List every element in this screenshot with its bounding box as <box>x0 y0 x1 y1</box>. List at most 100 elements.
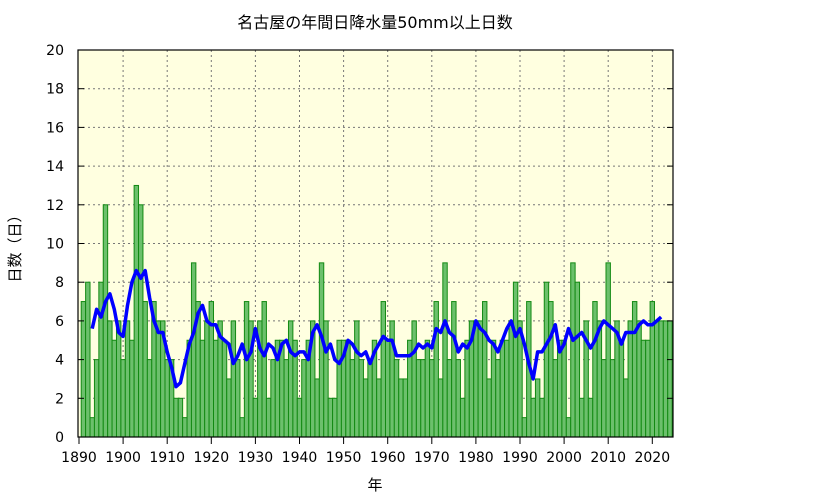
bar-1970 <box>429 359 435 438</box>
chart-title: 名古屋の年間日降水量50mm以上日数 <box>237 13 513 32</box>
bar-1945 <box>318 262 325 438</box>
y-tick-label: 10 <box>46 237 64 253</box>
bar-1961 <box>389 320 395 438</box>
bar-2015 <box>627 320 633 438</box>
bar-1964 <box>402 378 409 438</box>
axes: 0 2 4 6 8 10 12 14 16 18 20 1890 1900 1910 1920 1930 194… <box>46 43 674 466</box>
x-tick-label: 2020 <box>634 450 670 466</box>
bar-1927 <box>239 417 245 438</box>
bar-1958 <box>376 378 382 438</box>
bar-1951 <box>345 339 351 438</box>
y-tick-label: 14 <box>46 159 64 175</box>
bar-1985 <box>495 359 501 438</box>
bar-1903 <box>133 184 140 438</box>
bar-1916 <box>190 262 197 438</box>
bar-2001 <box>565 417 572 438</box>
x-tick-label: 1960 <box>370 450 406 466</box>
bar-1983 <box>486 378 492 438</box>
y-tick-label: 8 <box>55 275 64 291</box>
bar-1991 <box>521 417 528 438</box>
bar-2002 <box>570 262 576 438</box>
y-tick-label: 18 <box>46 82 64 98</box>
x-tick-label: 1940 <box>282 450 318 466</box>
bar-2013 <box>618 339 625 438</box>
bar-1952 <box>349 359 356 438</box>
bar-2022 <box>658 320 664 438</box>
bar-1930 <box>252 397 259 438</box>
bar-1918 <box>199 339 206 438</box>
x-tick-label: 1900 <box>105 450 141 466</box>
bar-1975 <box>451 301 457 438</box>
x-tick-label: 1980 <box>458 450 494 466</box>
x-axis-label: 年 <box>367 476 382 494</box>
bar-1963 <box>398 378 404 438</box>
bar-1904 <box>138 204 144 438</box>
bar-1954 <box>358 359 364 438</box>
bar-1976 <box>455 359 461 438</box>
bar-1934 <box>270 359 276 438</box>
bar-2004 <box>579 397 585 438</box>
moving-average-line <box>90 268 663 389</box>
bar-1908 <box>155 320 162 438</box>
bar-1993 <box>530 397 536 438</box>
bar-1966 <box>411 320 417 438</box>
bar-1940 <box>296 397 303 438</box>
bar-1949 <box>336 339 342 438</box>
bar-2000 <box>561 339 567 438</box>
x-tick-label: 1970 <box>414 450 450 466</box>
bar-2016 <box>631 301 638 438</box>
plot-frame <box>77 49 674 438</box>
y-tick-label: 12 <box>46 198 64 214</box>
bar-1891 <box>80 301 87 438</box>
bar-2014 <box>623 378 629 438</box>
bar-1998 <box>552 359 558 438</box>
y-tick-label: 0 <box>55 430 64 446</box>
bar-2023 <box>662 320 669 438</box>
bar-1906 <box>146 359 153 438</box>
x-tick-label: 1910 <box>149 450 185 466</box>
bar-1967 <box>415 359 422 438</box>
bar-1912 <box>173 397 179 438</box>
bar-1896 <box>102 204 109 438</box>
y-tick-label: 16 <box>46 120 64 136</box>
y-tick-label: 2 <box>55 391 64 407</box>
bar-1953 <box>354 320 360 438</box>
bar-1984 <box>490 339 497 438</box>
bar-2021 <box>654 320 660 438</box>
bar-1941 <box>301 359 307 438</box>
bar-1956 <box>367 359 373 438</box>
bar-1960 <box>384 339 391 438</box>
bar-2009 <box>601 359 607 438</box>
bar-1948 <box>332 397 338 438</box>
x-tick-label: 1890 <box>61 450 97 466</box>
bar-1897 <box>107 320 113 438</box>
x-tick-label: 1990 <box>502 450 538 466</box>
bar-1974 <box>446 359 453 438</box>
bar-1899 <box>115 320 122 438</box>
bar-1987 <box>504 339 510 438</box>
bar-2024 <box>667 320 673 438</box>
bar-1913 <box>177 397 184 438</box>
bar-1944 <box>314 378 320 438</box>
bar-1997 <box>548 301 554 438</box>
bar-1893 <box>89 417 95 438</box>
bar-1972 <box>437 378 444 438</box>
bar-1946 <box>323 320 329 438</box>
bar-1933 <box>265 397 272 438</box>
bar-1955 <box>362 378 369 438</box>
bar-1924 <box>226 378 232 438</box>
bar-1923 <box>221 339 228 438</box>
bar-1986 <box>499 339 506 438</box>
bar-1905 <box>142 301 148 438</box>
bar-2003 <box>574 281 581 438</box>
x-tick-label: 1930 <box>238 450 274 466</box>
bar-2007 <box>592 301 598 438</box>
bar-1919 <box>204 320 210 438</box>
bar-1932 <box>261 301 267 438</box>
bar-1901 <box>124 320 131 438</box>
bar-1926 <box>235 359 241 438</box>
x-tick-label: 2010 <box>590 450 626 466</box>
bar-1996 <box>543 281 550 438</box>
bar-1995 <box>539 397 545 438</box>
